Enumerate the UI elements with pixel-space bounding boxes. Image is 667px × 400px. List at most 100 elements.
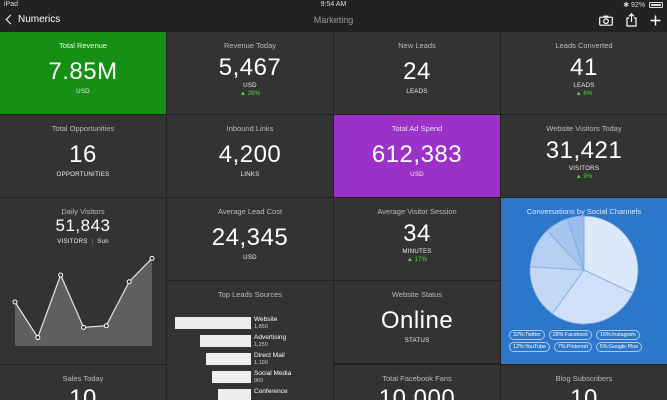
- funnel-value: 1,100: [254, 360, 268, 366]
- line-point: [81, 324, 86, 330]
- device-label: iPad: [4, 1, 19, 8]
- legend-entry: 12%:YouTube: [509, 342, 550, 352]
- nav-bar: Numerics Marketing: [0, 10, 667, 32]
- status-bar: iPad 9:54 AM ✱ 92%: [0, 0, 667, 10]
- tile-label: Blog Subscribers: [555, 374, 613, 383]
- funnel-bar: [218, 389, 251, 400]
- tile-website-visitors-today[interactable]: Website Visitors Today 31,421 VISITORS ▲…: [501, 115, 667, 197]
- tile-unit: LEADS: [406, 88, 428, 95]
- tile-average-visitor-session[interactable]: Average Visitor Session 34 MINUTES ▲ 17%: [334, 198, 500, 280]
- tile-value: 51,843: [55, 216, 111, 235]
- tile-value: 34: [403, 220, 431, 247]
- camera-icon[interactable]: [599, 15, 613, 26]
- tile-label: Total Revenue: [59, 41, 107, 50]
- tile-inbound-links[interactable]: Inbound Links 4,200 LINKS: [167, 115, 333, 197]
- funnel-value: 1,250: [254, 342, 268, 348]
- tile-label: Website Visitors Today: [546, 124, 622, 133]
- funnel-bar: [205, 353, 251, 365]
- tile-conversations-by-social-channels[interactable]: Conversations by Social Channels 32%:Twi…: [501, 198, 667, 364]
- tile-unit: VISITORS: [57, 238, 88, 245]
- funnel-label: Direct Mail: [254, 352, 285, 359]
- tile-blog-subscribers[interactable]: Blog Subscribers 10: [501, 365, 667, 400]
- tile-value: Online: [380, 307, 454, 334]
- tile-website-status[interactable]: Website Status Online STATUS: [334, 281, 500, 363]
- tile-label: Average Lead Cost: [217, 207, 283, 216]
- tile-value: 4,200: [218, 141, 282, 168]
- tile-label: Total Opportunities: [51, 124, 115, 133]
- add-icon[interactable]: [650, 15, 661, 26]
- funnel-bar: [199, 335, 251, 347]
- line-point: [35, 335, 41, 341]
- tile-label: Leads Converted: [555, 41, 613, 50]
- line-point: [103, 323, 109, 329]
- share-icon[interactable]: [626, 13, 637, 27]
- tile-value: 24: [403, 58, 431, 85]
- funnel-value: 1,850: [254, 324, 268, 330]
- status-time: 9:54 AM: [320, 1, 347, 8]
- tile-top-leads-sources[interactable]: Top Leads Sources Website 1,850 Advertisin…: [167, 281, 333, 400]
- line-point: [12, 299, 18, 305]
- tile-label: Total Facebook Fans: [382, 374, 452, 383]
- line-area: [15, 258, 152, 346]
- tile-total-opportunities[interactable]: Total Opportunities 16 OPPORTUNITIES: [0, 115, 166, 197]
- tile-total-facebook-fans[interactable]: Total Facebook Fans 10,000: [334, 365, 500, 400]
- legend-entry: 16%:Instagram: [596, 330, 640, 340]
- pie-slice: [566, 215, 585, 271]
- battery-percent: 92%: [631, 2, 646, 9]
- tile-label: Revenue Today: [224, 41, 276, 50]
- tile-daily-visitors[interactable]: Daily Visitors 51,843 VISITORS | Sun: [0, 198, 166, 364]
- funnel-value: 960: [254, 378, 264, 384]
- tile-value: 10: [69, 385, 97, 400]
- back-label: Numerics: [18, 14, 61, 25]
- tile-unit: USD: [243, 254, 257, 261]
- back-button[interactable]: Numerics: [5, 14, 60, 25]
- tile-value: 10,000: [378, 385, 456, 400]
- tile-value: 31,421: [545, 137, 623, 164]
- tile-value: 41: [570, 54, 598, 81]
- legend-entry: 5%:Google Plus: [595, 342, 642, 352]
- tile-label: New Leads: [398, 41, 436, 50]
- pie-slice: [529, 266, 585, 315]
- tile-value: 7.85M: [48, 58, 118, 85]
- tile-value: 5,467: [218, 54, 282, 81]
- tile-unit: OPPORTUNITIES: [56, 171, 110, 178]
- tile-value: 612,383: [371, 141, 463, 168]
- tile-change: ▲ 17%: [406, 256, 428, 263]
- tile-unit: LEADS: [573, 82, 595, 89]
- tile-label: Website Status: [391, 290, 443, 299]
- line-point: [149, 255, 155, 261]
- pie-legend: 32%:Twitter 28%:Facebook 16%:Instagram 12%:…: [509, 330, 659, 352]
- tile-unit: MINUTES: [402, 248, 432, 255]
- tile-unit: USD: [410, 171, 424, 178]
- tile-change: ▲ 9%: [575, 173, 593, 180]
- tile-sales-today[interactable]: Sales Today 10: [0, 365, 166, 400]
- tile-label: Total Ad Spend: [391, 124, 443, 133]
- tile-label: Average Visitor Session: [377, 207, 457, 216]
- tile-leads-converted[interactable]: Leads Converted 41 LEADS ▲ 6%: [501, 32, 667, 114]
- tile-total-ad-spend[interactable]: Total Ad Spend 612,383 USD: [334, 115, 500, 197]
- tile-new-leads[interactable]: New Leads 24 LEADS: [334, 32, 500, 114]
- tile-unit: STATUS: [404, 337, 430, 344]
- pie-slice: [551, 269, 634, 325]
- tile-unit-row: VISITORS | Sun: [0, 238, 166, 245]
- funnel-label: Advertising: [254, 334, 287, 341]
- tile-revenue-today[interactable]: Revenue Today 5,467 USD ▲ 26%: [167, 32, 333, 114]
- chevron-left-icon: [5, 14, 16, 25]
- tile-total-revenue[interactable]: Total Revenue 7.85M USD: [0, 32, 166, 114]
- tile-unit: LINKS: [240, 171, 260, 178]
- tile-unit: USD: [243, 82, 257, 89]
- legend-entry: 7%:Pinterest: [553, 342, 592, 352]
- tile-change: ▲ 6%: [575, 90, 593, 97]
- tile-label: Sales Today: [62, 374, 104, 383]
- tile-label: Inbound Links: [226, 124, 274, 133]
- funnel-label: Website: [254, 316, 278, 323]
- tile-value: 16: [69, 141, 97, 168]
- tile-average-lead-cost[interactable]: Average Lead Cost 24,345 USD: [167, 198, 333, 280]
- tile-value: 24,345: [211, 224, 289, 251]
- tile-label: Top Leads Sources: [217, 290, 283, 299]
- funnel-label: Conference: [254, 388, 288, 395]
- funnel-bar: [175, 317, 251, 329]
- status-right: ✱ 92%: [623, 1, 663, 9]
- social-channels-pie-chart: [529, 215, 639, 325]
- bluetooth-icon: ✱: [623, 2, 630, 9]
